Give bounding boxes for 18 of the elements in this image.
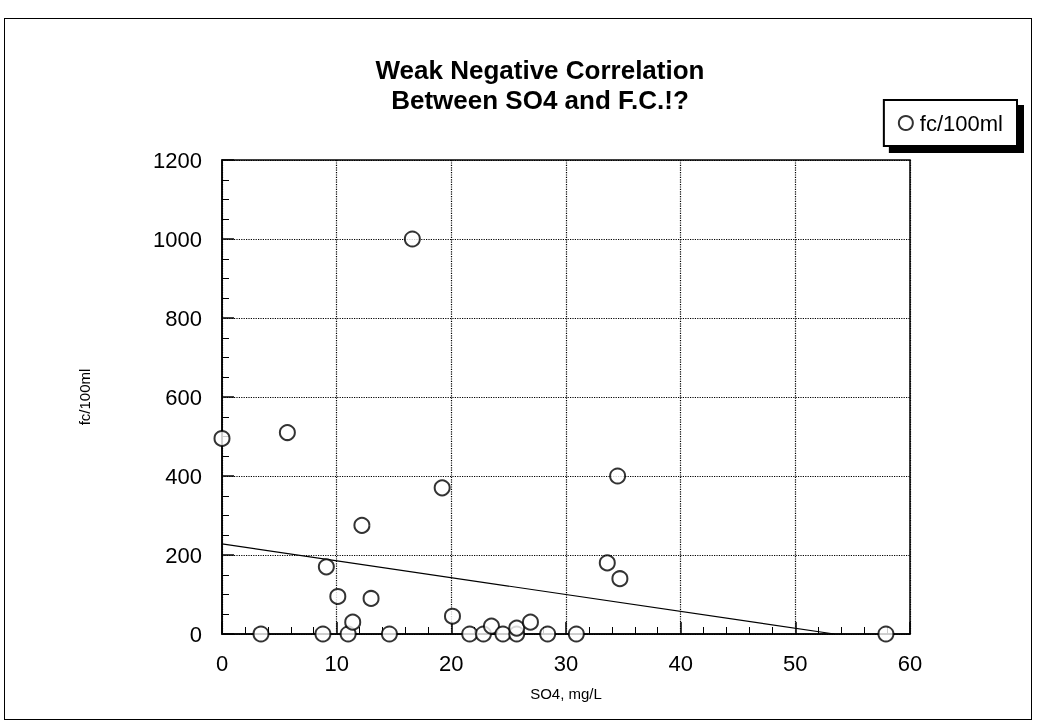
- y-tick-label: 600: [165, 384, 202, 410]
- x-axis-title: SO4, mg/L: [530, 685, 602, 702]
- x-tick-label: 30: [553, 650, 579, 676]
- x-tick-label: 10: [324, 650, 349, 676]
- y-tick-label: 400: [165, 463, 202, 489]
- y-tick-label: 0: [189, 621, 202, 647]
- legend-label: fc/100ml: [919, 110, 1004, 136]
- y-axis-title: fc/100ml: [76, 368, 93, 426]
- x-tick-label: 50: [783, 650, 808, 676]
- x-tick-label: 40: [668, 650, 693, 676]
- y-tick-label: 200: [165, 542, 202, 568]
- y-tick-label: 1000: [153, 226, 202, 252]
- x-tick-label: 20: [439, 650, 464, 676]
- chart-title: Weak Negative Correlation Between SO4 and F.C.!?: [375, 55, 705, 115]
- x-tick-label: 60: [897, 650, 923, 676]
- y-tick-label: 1200: [153, 147, 202, 173]
- y-tick-label: 800: [165, 305, 202, 331]
- x-tick-label: 0: [215, 650, 229, 676]
